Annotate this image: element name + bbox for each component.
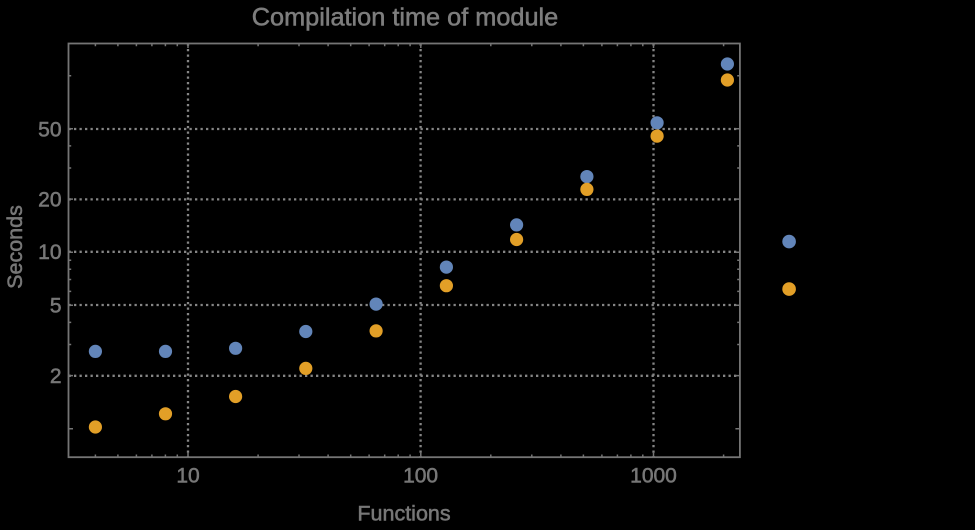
svg-text:10: 10 xyxy=(176,465,199,488)
svg-text:10: 10 xyxy=(38,241,61,264)
svg-text:50: 50 xyxy=(38,118,61,141)
svg-text:20: 20 xyxy=(38,189,61,212)
svg-text:2: 2 xyxy=(50,365,62,388)
svg-text:Functions: Functions xyxy=(357,502,450,526)
svg-text:5: 5 xyxy=(50,294,62,317)
svg-text:100: 100 xyxy=(403,465,438,488)
svg-text:Compilation time of module: Compilation time of module xyxy=(252,4,559,32)
svg-text:Seconds: Seconds xyxy=(3,205,27,289)
svg-text:1000: 1000 xyxy=(630,465,677,488)
